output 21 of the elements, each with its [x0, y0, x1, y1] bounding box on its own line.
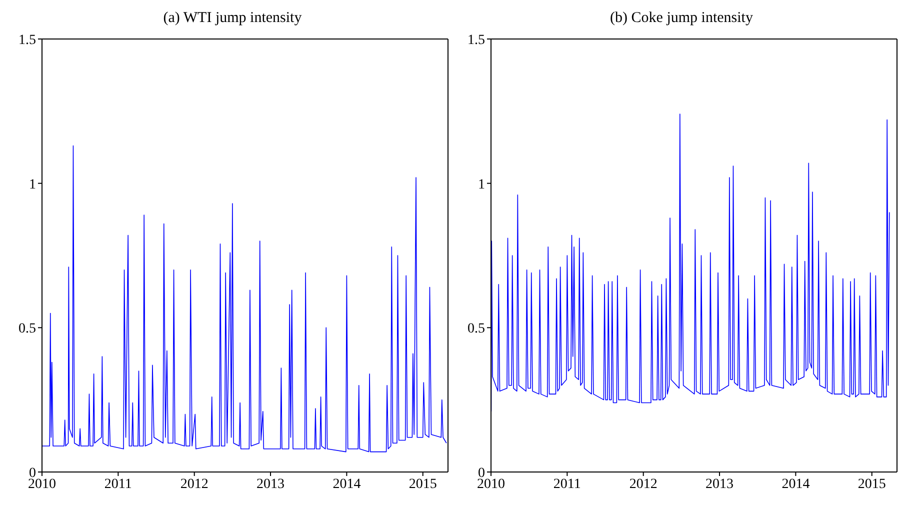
x-tick-label: 2014 — [332, 476, 361, 492]
y-tick-label: 1 — [478, 177, 485, 192]
y-tick-label: 1.5 — [18, 32, 36, 48]
y-tick-label: 0.5 — [468, 322, 485, 337]
chart-title: (a) WTI jump intensity — [162, 9, 303, 28]
x-tick-label: 2012 — [629, 476, 658, 492]
y-tick-label: 1 — [29, 177, 36, 192]
x-tick-label: 2013 — [256, 476, 285, 492]
y-tick-label: 1.5 — [468, 32, 485, 48]
x-tick-label: 2013 — [706, 476, 734, 492]
x-tick-label: 2011 — [104, 476, 132, 492]
x-tick-label: 2012 — [180, 476, 208, 492]
x-tick-label: 2010 — [28, 476, 56, 492]
line-series — [42, 145, 447, 452]
y-tick-label: 0.5 — [18, 322, 36, 337]
x-tick-label: 2010 — [477, 476, 505, 492]
x-tick-label: 2014 — [782, 476, 810, 492]
x-tick-label: 2011 — [553, 476, 581, 492]
x-tick-label: 2015 — [858, 476, 886, 492]
chart-title: (b) Coke jump intensity — [609, 9, 754, 28]
x-tick-label: 2015 — [408, 476, 437, 492]
